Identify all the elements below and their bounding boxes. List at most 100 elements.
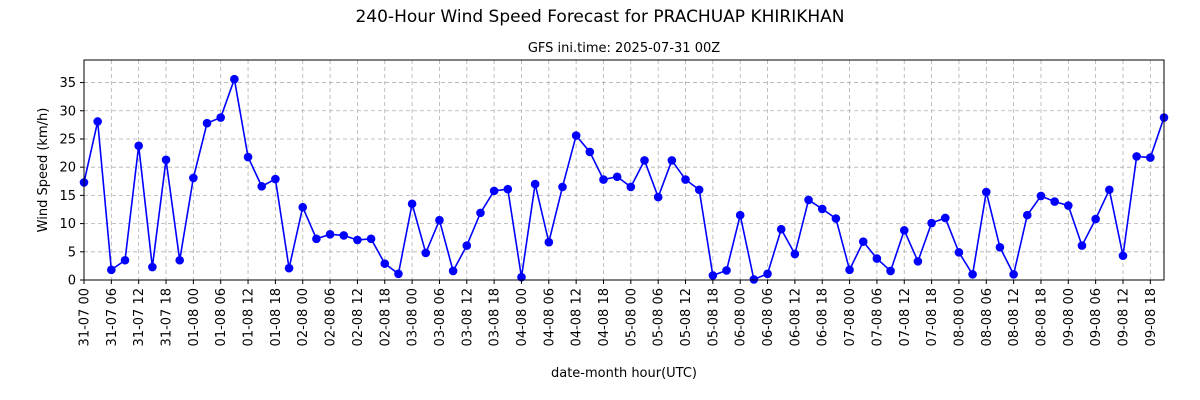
data-point: [339, 231, 349, 240]
x-tick-label: 31-07 06: [105, 288, 120, 346]
x-tick-label: 03-08 12: [460, 288, 475, 346]
x-tick-label: 06-08 18: [816, 288, 831, 346]
data-point: [1146, 153, 1155, 162]
data-point: [831, 214, 841, 223]
data-point: [913, 257, 923, 266]
data-point: [134, 141, 143, 151]
data-point: [681, 175, 690, 184]
data-point: [366, 234, 376, 244]
data-point: [1091, 214, 1100, 224]
x-tick-label: 09-08 00: [1062, 288, 1077, 346]
data-point: [735, 210, 745, 220]
y-axis: 0 5 10 15 20 25 30 35: [59, 76, 84, 289]
x-tick-label: 05-08 00: [624, 288, 639, 346]
x-tick-label: 07-08 18: [925, 288, 940, 346]
x-axis-label: date-month hour(UTC): [551, 366, 697, 381]
data-point: [394, 269, 403, 279]
data-point: [325, 230, 335, 239]
x-tick-label: 07-08 06: [870, 288, 885, 346]
x-tick-label: 31-07 12: [132, 288, 147, 346]
data-point: [763, 269, 772, 279]
data-point: [585, 147, 595, 157]
x-tick-label: 04-08 18: [597, 288, 612, 346]
x-tick-label: 06-08 00: [734, 288, 749, 346]
x-tick-label: 31-07 00: [78, 288, 93, 346]
y-axis-label: Wind Speed (km/h): [36, 108, 51, 233]
x-tick-label: 09-08 12: [1116, 288, 1131, 346]
y-tick-label: 20: [59, 161, 76, 176]
x-tick-label: 03-08 00: [406, 288, 421, 346]
data-point: [161, 155, 171, 165]
data-point: [257, 182, 267, 191]
series-wind-speed: [79, 74, 1169, 284]
data-point: [571, 131, 581, 140]
data-point: [517, 272, 526, 282]
data-point: [722, 266, 731, 275]
data-point: [872, 254, 882, 263]
data-point: [749, 275, 759, 284]
data-point: [476, 208, 485, 218]
data-point: [1132, 152, 1141, 161]
data-point: [708, 271, 718, 280]
data-point: [694, 185, 704, 195]
x-tick-label: 02-08 18: [378, 288, 393, 346]
chart-title: 240-Hour Wind Speed Forecast for PRACHUA…: [355, 7, 844, 27]
data-point: [148, 262, 157, 272]
data-point: [353, 235, 362, 245]
data-point: [1077, 241, 1087, 250]
data-point: [612, 172, 622, 182]
data-point: [421, 248, 431, 258]
data-point: [981, 187, 991, 197]
y-tick-label: 10: [59, 217, 76, 232]
x-tick-label: 02-08 00: [296, 288, 311, 346]
data-point: [530, 179, 540, 189]
data-point: [817, 204, 827, 214]
data-point: [312, 234, 321, 244]
data-point: [927, 218, 936, 228]
x-tick-label: 02-08 12: [351, 288, 366, 346]
data-point: [435, 215, 444, 225]
chart-subtitle: GFS ini.time: 2025-07-31 00Z: [528, 41, 720, 56]
x-tick-label: 05-08 18: [706, 288, 721, 346]
x-tick-label: 06-08 06: [761, 288, 776, 346]
data-point: [1105, 185, 1114, 195]
y-tick-label: 5: [68, 245, 76, 260]
data-point: [489, 186, 499, 196]
x-tick-label: 01-08 18: [269, 288, 284, 346]
data-point: [93, 117, 102, 126]
y-tick-label: 25: [59, 132, 76, 147]
data-point: [1022, 210, 1032, 220]
data-point: [626, 182, 636, 192]
data-point: [845, 265, 854, 275]
data-point: [202, 118, 212, 128]
x-tick-label: 04-08 00: [515, 288, 530, 346]
data-point: [790, 249, 800, 259]
data-point: [886, 266, 895, 276]
data-point: [298, 202, 308, 212]
data-point: [968, 270, 977, 279]
data-point: [107, 265, 116, 275]
data-point: [120, 255, 130, 265]
x-tick-label: 07-08 00: [843, 288, 858, 346]
x-tick-label: 04-08 06: [542, 288, 557, 346]
x-tick-label: 04-08 12: [570, 288, 585, 346]
data-point: [544, 237, 554, 247]
data-point: [653, 192, 663, 202]
data-point: [407, 199, 417, 209]
x-tick-label: 03-08 06: [433, 288, 448, 346]
data-point: [640, 156, 649, 165]
x-tick-label: 03-08 18: [488, 288, 503, 346]
data-point: [1118, 251, 1128, 261]
x-tick-label: 06-08 12: [788, 288, 803, 346]
data-point: [599, 175, 608, 184]
data-point: [954, 248, 964, 257]
data-point: [940, 213, 950, 223]
data-point: [558, 182, 567, 192]
data-point: [230, 74, 239, 84]
x-tick-label: 02-08 06: [324, 288, 339, 346]
data-point: [858, 237, 868, 246]
data-point: [216, 113, 226, 122]
data-point: [284, 263, 294, 273]
data-point: [776, 224, 786, 234]
